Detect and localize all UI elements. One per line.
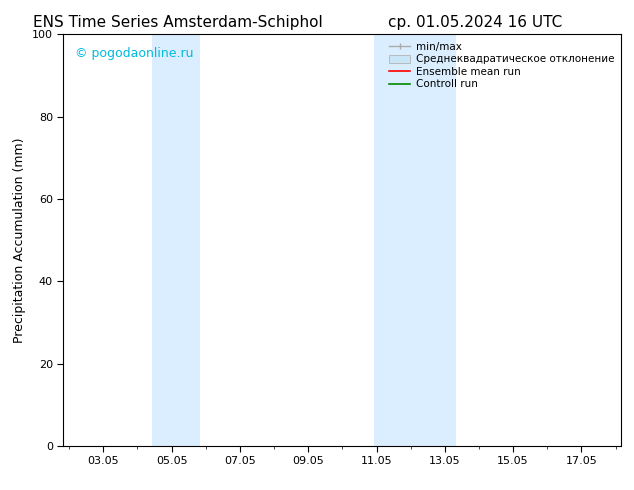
Text: ENS Time Series Amsterdam-Schiphol: ENS Time Series Amsterdam-Schiphol xyxy=(32,15,323,30)
Y-axis label: Precipitation Accumulation (mm): Precipitation Accumulation (mm) xyxy=(13,137,27,343)
Bar xyxy=(374,34,456,446)
Text: ср. 01.05.2024 16 UTC: ср. 01.05.2024 16 UTC xyxy=(389,15,562,30)
Bar xyxy=(152,34,200,446)
Text: © pogodaonline.ru: © pogodaonline.ru xyxy=(75,47,193,60)
Legend: min/max, Среднеквадратическое отклонение, Ensemble mean run, Controll run: min/max, Среднеквадратическое отклонение… xyxy=(387,40,616,92)
